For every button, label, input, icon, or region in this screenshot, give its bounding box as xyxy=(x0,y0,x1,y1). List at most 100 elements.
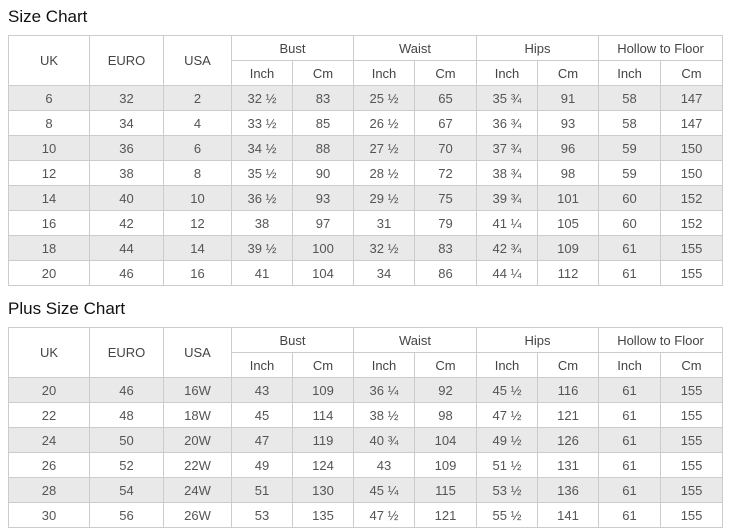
table-cell: 20W xyxy=(163,427,232,453)
table-cell: 32 ½ xyxy=(231,85,293,111)
column-subheader-cm: Cm xyxy=(537,60,600,86)
table-cell: 61 xyxy=(598,477,662,503)
table-cell: 12 xyxy=(163,210,232,236)
table-cell: 8 xyxy=(8,110,90,136)
table-row: 6 32 2 32 ½ 83 25 ½ 65 35 ¾ 91 58 147 xyxy=(8,85,724,111)
table-cell: 48 xyxy=(89,402,164,428)
table-cell: 90 xyxy=(291,160,355,186)
table-row: 12 38 8 35 ½ 90 28 ½ 72 38 ¾ 98 59 150 xyxy=(8,160,724,186)
table-cell: 59 xyxy=(598,160,662,186)
table-cell: 155 xyxy=(660,452,724,478)
column-subheader-inch: Inch xyxy=(598,60,662,86)
table-cell: 104 xyxy=(414,427,478,453)
table-cell: 35 ½ xyxy=(231,160,293,186)
table-row: 30 56 26W 53 135 47 ½ 121 55 ½ 141 61 155 xyxy=(8,502,724,528)
plus-size-chart-table: UK EURO USA Bust Waist Hips Hollow to Floor Inc… xyxy=(8,327,724,528)
table-cell: 67 xyxy=(414,110,478,136)
table-cell: 25 ½ xyxy=(353,85,416,111)
table-cell: 39 ¾ xyxy=(476,185,539,211)
table-cell: 35 ¾ xyxy=(476,85,539,111)
table-cell: 40 xyxy=(89,185,164,211)
table-cell: 61 xyxy=(598,452,662,478)
size-chart-title: Size Chart xyxy=(8,7,88,26)
table-cell: 26 ½ xyxy=(353,110,416,136)
column-header-usa: USA xyxy=(163,327,232,378)
table-cell: 44 xyxy=(89,235,164,261)
table-cell: 49 ½ xyxy=(476,427,539,453)
table-cell: 45 ½ xyxy=(476,377,539,403)
table-cell: 41 xyxy=(231,260,293,286)
table-cell: 109 xyxy=(414,452,478,478)
table-cell: 155 xyxy=(660,427,724,453)
table-cell: 61 xyxy=(598,502,662,528)
table-cell: 38 xyxy=(89,160,164,186)
table-cell: 27 ½ xyxy=(353,135,416,161)
column-subheader-inch: Inch xyxy=(476,60,539,86)
table-cell: 86 xyxy=(414,260,478,286)
table-row: 26 52 22W 49 124 43 109 51 ½ 131 61 155 xyxy=(8,452,724,478)
table-cell: 58 xyxy=(598,110,662,136)
table-cell: 45 ¼ xyxy=(353,477,416,503)
table-cell: 10 xyxy=(8,135,90,161)
table-cell: 43 xyxy=(353,452,416,478)
table-cell: 45 xyxy=(231,402,293,428)
column-header-waist: Waist xyxy=(353,327,478,353)
table-row: 20 46 16W 43 109 36 ¼ 92 45 ½ 116 61 155 xyxy=(8,377,724,403)
table-cell: 16W xyxy=(163,377,232,403)
table-cell: 55 ½ xyxy=(476,502,539,528)
table-row: 22 48 18W 45 114 38 ½ 98 47 ½ 121 61 155 xyxy=(8,402,724,428)
table-cell: 152 xyxy=(660,210,724,236)
table-cell: 61 xyxy=(598,260,662,286)
table-cell: 136 xyxy=(537,477,600,503)
table-row: 20 46 16 41 104 34 86 44 ¼ 112 61 155 xyxy=(8,260,724,286)
table-cell: 61 xyxy=(598,235,662,261)
column-header-hollow-to-floor: Hollow to Floor xyxy=(598,327,724,353)
table-cell: 59 xyxy=(598,135,662,161)
table-cell: 52 xyxy=(89,452,164,478)
table-cell: 46 xyxy=(89,260,164,286)
table-cell: 18 xyxy=(8,235,90,261)
column-header-bust: Bust xyxy=(230,327,355,353)
column-header-euro: EURO xyxy=(89,327,164,378)
table-cell: 65 xyxy=(414,85,478,111)
table-cell: 47 xyxy=(231,427,293,453)
table-cell: 96 xyxy=(537,135,600,161)
table-cell: 91 xyxy=(537,85,600,111)
column-subheader-cm: Cm xyxy=(537,352,600,378)
table-cell: 37 ¾ xyxy=(476,135,539,161)
table-cell: 39 ½ xyxy=(231,235,293,261)
table-cell: 40 ¾ xyxy=(353,427,416,453)
table-cell: 31 xyxy=(353,210,416,236)
plus-size-chart-title: Plus Size Chart xyxy=(8,299,126,318)
table-cell: 16 xyxy=(8,210,90,236)
table-cell: 26 xyxy=(8,452,90,478)
table-cell: 54 xyxy=(89,477,164,503)
table-cell: 36 xyxy=(89,135,164,161)
table-cell: 119 xyxy=(291,427,355,453)
table-cell: 147 xyxy=(660,85,724,111)
table-cell: 58 xyxy=(598,85,662,111)
table-cell: 6 xyxy=(8,85,90,111)
table-cell: 147 xyxy=(660,110,724,136)
table-cell: 34 xyxy=(89,110,164,136)
table-cell: 155 xyxy=(660,260,724,286)
table-cell: 79 xyxy=(414,210,478,236)
table-cell: 150 xyxy=(660,160,724,186)
column-header-euro: EURO xyxy=(89,35,164,86)
column-subheader-inch: Inch xyxy=(231,60,293,86)
table-cell: 85 xyxy=(291,110,355,136)
table-row: 14 40 10 36 ½ 93 29 ½ 75 39 ¾ 101 60 152 xyxy=(8,185,724,211)
table-cell: 98 xyxy=(537,160,600,186)
table-cell: 93 xyxy=(291,185,355,211)
table-cell: 30 xyxy=(8,502,90,528)
table-cell: 155 xyxy=(660,377,724,403)
table-cell: 61 xyxy=(598,377,662,403)
table-cell: 47 ½ xyxy=(476,402,539,428)
table-cell: 28 xyxy=(8,477,90,503)
table-cell: 135 xyxy=(291,502,355,528)
table-row: 8 34 4 33 ½ 85 26 ½ 67 36 ¾ 93 58 147 xyxy=(8,110,724,136)
table-cell: 22 xyxy=(8,402,90,428)
table-cell: 83 xyxy=(291,85,355,111)
table-row: 18 44 14 39 ½ 100 32 ½ 83 42 ¾ 109 61 155 xyxy=(8,235,724,261)
